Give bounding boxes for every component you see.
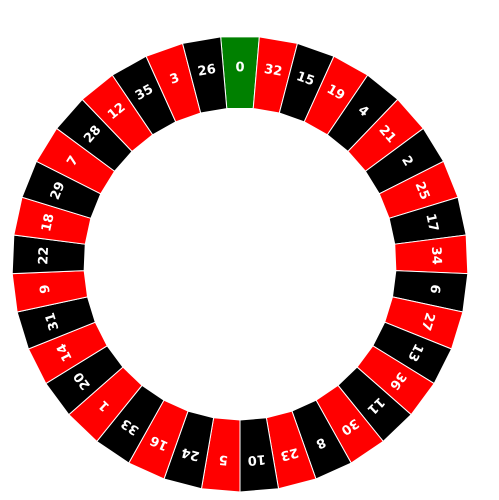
pocket-label-16: 16	[148, 432, 171, 453]
pocket-label-25: 25	[412, 180, 433, 202]
pocket-label-6: 6	[426, 283, 442, 294]
pocket-label-23: 23	[279, 444, 300, 463]
pocket-label-22: 22	[36, 246, 52, 265]
pocket-label-5: 5	[218, 451, 228, 467]
pocket-label-13: 13	[404, 341, 426, 364]
pocket-label-29: 29	[48, 180, 69, 202]
pocket-label-0: 0	[235, 61, 244, 76]
pocket-label-24: 24	[180, 444, 201, 463]
pocket-label-15: 15	[294, 69, 316, 89]
pocket-label-27: 27	[418, 311, 438, 333]
pocket-label-31: 31	[43, 311, 63, 333]
pocket-label-17: 17	[422, 212, 440, 233]
pocket-label-18: 18	[39, 212, 57, 233]
pocket-label-9: 9	[38, 283, 54, 294]
pocket-label-14: 14	[54, 341, 76, 364]
pocket-label-34: 34	[428, 246, 444, 265]
pocket-label-10: 10	[247, 451, 266, 467]
pocket-label-32: 32	[263, 62, 283, 80]
pocket-26	[181, 36, 228, 114]
pockets-layer	[11, 36, 469, 493]
pocket-label-26: 26	[197, 62, 217, 80]
